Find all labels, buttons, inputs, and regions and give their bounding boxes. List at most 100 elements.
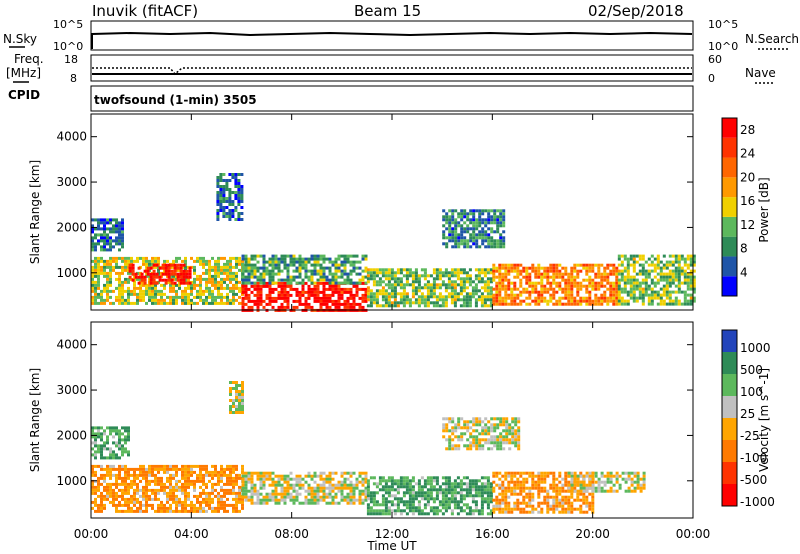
heatmap-cell [668, 254, 672, 258]
heatmap-cell [426, 500, 430, 504]
heatmap-cell [271, 269, 275, 273]
heatmap-cell [492, 471, 496, 475]
heatmap-cell [495, 266, 499, 270]
heatmap-cell [235, 408, 238, 411]
heatmap-cell [600, 272, 604, 276]
heatmap-cell [160, 283, 163, 287]
heatmap-cell [225, 206, 229, 209]
heatmap-cell [94, 289, 97, 293]
heatmap-cell [457, 215, 461, 219]
heatmap-cell [540, 281, 544, 285]
heatmap-cell [399, 497, 403, 501]
heatmap-cell [594, 471, 598, 475]
heatmap-cell [187, 301, 190, 305]
heatmap-cell [91, 218, 94, 222]
heatmap-cell [531, 510, 535, 514]
heatmap-cell [540, 501, 544, 505]
heatmap-cell [393, 479, 397, 483]
heatmap-cell [620, 278, 624, 282]
heatmap-cell [450, 482, 454, 486]
heatmap-cell [567, 299, 571, 303]
heatmap-cell [498, 278, 502, 282]
heatmap-cell [133, 488, 136, 492]
heatmap-cell [576, 272, 580, 276]
heatmap-cell [103, 441, 106, 445]
heatmap-cell [229, 286, 232, 290]
heatmap-cell [393, 512, 397, 516]
heatmap-cell [237, 173, 241, 176]
heatmap-cell [460, 432, 464, 436]
heatmap-cell [594, 272, 598, 276]
heatmap-cell [343, 486, 347, 490]
heatmap-cell [468, 298, 472, 302]
heatmap-cell [364, 257, 368, 261]
heatmap-cell [689, 296, 693, 300]
heatmap-cell [175, 256, 178, 260]
heatmap-cell [106, 242, 109, 246]
heatmap-cell [280, 498, 284, 502]
heatmap-cell [334, 278, 338, 282]
heatmap-cell [91, 441, 94, 445]
heatmap-cell [417, 485, 421, 489]
heatmap-cell [310, 275, 314, 279]
heatmap-cell [609, 477, 613, 481]
heatmap-cell [483, 286, 487, 290]
heatmap-cell [496, 230, 500, 234]
heatmap-cell [211, 274, 214, 278]
heatmap-cell [346, 278, 350, 282]
heatmap-cell [271, 480, 275, 484]
heatmap-cell [187, 482, 190, 486]
heatmap-cell [238, 390, 241, 393]
heatmap-cell [513, 489, 517, 493]
heatmap-cell [493, 209, 497, 213]
heatmap-cell [480, 286, 484, 290]
heatmap-cell [405, 301, 409, 305]
heatmap-cell [115, 497, 118, 501]
heatmap-cell [349, 486, 353, 490]
heatmap-cell [148, 473, 151, 477]
heatmap-cell [626, 293, 630, 297]
heatmap-cell [617, 278, 621, 282]
heatmap-cell [585, 296, 589, 300]
heatmap-cell [313, 260, 317, 264]
heatmap-cell [94, 432, 97, 436]
heatmap-cell [262, 305, 266, 309]
heatmap-cell [522, 495, 526, 499]
heatmap-cell [423, 494, 427, 498]
heatmap-cell [552, 281, 556, 285]
heatmap-cell [124, 256, 127, 260]
heatmap-cell [118, 224, 121, 228]
heatmap-cell [97, 509, 100, 513]
heatmap-cell [626, 278, 630, 282]
heatmap-cell [199, 289, 202, 293]
heatmap-cell [432, 497, 436, 501]
heatmap-cell [393, 271, 397, 275]
heatmap-cell [588, 284, 592, 288]
heatmap-cell [340, 296, 344, 300]
heatmap-cell [234, 182, 238, 185]
heatmap-cell [448, 215, 452, 219]
heatmap-cell [588, 501, 592, 505]
heatmap-cell [328, 272, 332, 276]
heatmap-cell [187, 473, 190, 477]
heatmap-cell [169, 506, 172, 510]
heatmap-cell [202, 473, 205, 477]
heatmap-cell [115, 295, 118, 299]
heatmap-cell [510, 296, 514, 300]
heatmap-cell [226, 274, 229, 278]
heatmap-cell [112, 245, 115, 249]
heatmap-cell [432, 301, 436, 305]
heatmap-cell [142, 289, 145, 293]
heatmap-cell [426, 497, 430, 501]
heatmap-cell [250, 263, 254, 267]
heatmap-cell [513, 504, 517, 508]
heatmap-cell [364, 474, 368, 478]
heatmap-cell [331, 278, 335, 282]
heatmap-cell [187, 470, 190, 474]
heatmap-cell [205, 298, 208, 302]
heatmap-cell [519, 507, 523, 511]
heatmap-cell [475, 233, 479, 237]
heatmap-cell [511, 438, 515, 442]
heatmap-cell [237, 203, 241, 206]
heatmap-cell [205, 271, 208, 275]
